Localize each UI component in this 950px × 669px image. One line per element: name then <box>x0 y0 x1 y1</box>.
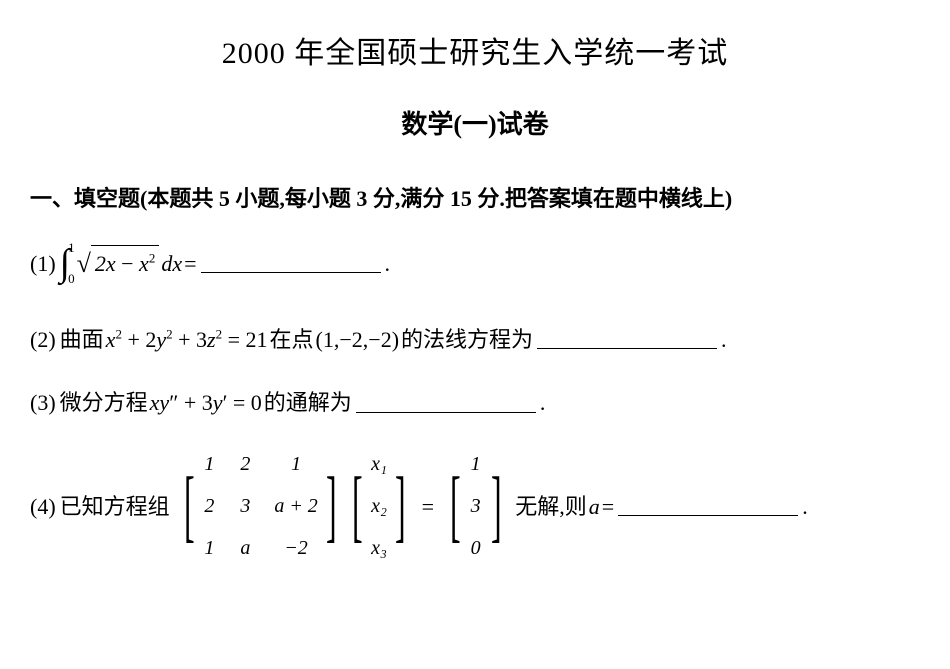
question-4: (4) 已知方程组 [ 1 2 1 2 3 a + 2 1 a −2 ] [ x… <box>30 448 920 564</box>
q4-pre: 已知方程组 <box>60 489 170 524</box>
x3: x₃ <box>371 532 387 564</box>
coef: 2 <box>95 251 106 276</box>
question-1: (1) ∫ 1 0 √ 2x − x2 dx = . <box>30 233 920 294</box>
exp-2: 2 <box>149 251 156 266</box>
q3-expr: xy″ + 3y′ = 0 <box>150 385 262 420</box>
integral-sign: ∫ <box>60 233 70 294</box>
a22: 3 <box>238 490 252 522</box>
dx: dx <box>161 246 182 281</box>
y: y <box>156 327 166 352</box>
eq-sign: = <box>422 489 434 524</box>
period: . <box>385 246 391 281</box>
q1-number: (1) <box>30 246 56 281</box>
a13: 1 <box>274 448 318 480</box>
question-2: (2) 曲面 x2 + 2y2 + 3z2 = 21 在点 (1,−2,−2) … <box>30 322 920 357</box>
b1: 1 <box>469 448 483 480</box>
exam-subtitle: 数学(一)试卷 <box>30 104 920 141</box>
plus3z: + 3 <box>173 327 207 352</box>
left-bracket: [ <box>184 466 195 546</box>
x1: x₁ <box>371 448 387 480</box>
a23: a + 2 <box>274 490 318 522</box>
a31: 1 <box>202 532 216 564</box>
a21: 2 <box>202 490 216 522</box>
q1-sqrt: √ 2x − x2 <box>77 243 160 285</box>
a-var: a <box>589 489 600 524</box>
q3-post: 的通解为 <box>264 385 352 420</box>
x2: x₂ <box>371 490 387 522</box>
q2-expr: x2 + 2y2 + 3z2 = 21 <box>106 322 268 357</box>
exam-title: 2000 年全国硕士研究生入学统一考试 <box>30 28 920 72</box>
q2-pre: 曲面 <box>60 322 104 357</box>
var-x2: x <box>139 251 149 276</box>
matrix-B: 1 3 0 <box>469 448 483 564</box>
a32: a <box>238 532 252 564</box>
q4-post2: = <box>602 489 614 524</box>
q3-number: (3) <box>30 385 56 420</box>
plus3: + 3 <box>178 390 212 415</box>
matrix-X: x₁ x₂ x₃ <box>371 448 387 564</box>
radical-sign: √ <box>77 243 91 285</box>
period: . <box>802 489 808 524</box>
right-bracket: ] <box>326 466 337 546</box>
eq0: = 0 <box>227 390 261 415</box>
a11: 1 <box>202 448 216 480</box>
q4-number: (4) <box>30 489 56 524</box>
answer-blank-2 <box>537 329 717 349</box>
b2: 3 <box>469 490 483 522</box>
q4-post1: 无解,则 <box>515 489 587 524</box>
right-bracket: ] <box>395 466 406 546</box>
a12: 2 <box>238 448 252 480</box>
z: z <box>207 327 216 352</box>
y: y <box>213 390 223 415</box>
a33: −2 <box>274 532 318 564</box>
right-bracket: ] <box>491 466 502 546</box>
b3: 0 <box>469 532 483 564</box>
q2-mid: 在点 <box>270 322 314 357</box>
plus2y: + 2 <box>122 327 156 352</box>
q2-post: 的法线方程为 <box>401 322 533 357</box>
xy: xy <box>150 390 170 415</box>
eq21: = 21 <box>222 327 267 352</box>
minus: − <box>121 251 133 276</box>
left-bracket: [ <box>450 466 461 546</box>
question-3: (3) 微分方程 xy″ + 3y′ = 0 的通解为 . <box>30 385 920 420</box>
var-x: x <box>106 251 116 276</box>
q3-pre: 微分方程 <box>60 385 148 420</box>
x: x <box>106 327 116 352</box>
matrix-A: 1 2 1 2 3 a + 2 1 a −2 <box>202 448 318 564</box>
q4-matrix-equation: [ 1 2 1 2 3 a + 2 1 a −2 ] [ x₁ x₂ x₃ ] … <box>176 448 510 564</box>
double-prime: ″ <box>169 390 178 415</box>
left-bracket: [ <box>352 466 363 546</box>
answer-blank-4 <box>618 496 798 516</box>
q1-integral: ∫ 1 0 <box>60 233 77 294</box>
period: . <box>540 385 546 420</box>
period: . <box>721 322 727 357</box>
eq-sign: = <box>184 246 196 281</box>
answer-blank-1 <box>201 253 381 273</box>
radicand: 2x − x2 <box>91 245 159 281</box>
q2-point: (1,−2,−2) <box>316 322 399 357</box>
q2-number: (2) <box>30 322 56 357</box>
answer-blank-3 <box>356 393 536 413</box>
section-header: 一、填空题(本题共 5 小题,每小题 3 分,满分 15 分.把答案填在题中横线… <box>30 181 920 213</box>
